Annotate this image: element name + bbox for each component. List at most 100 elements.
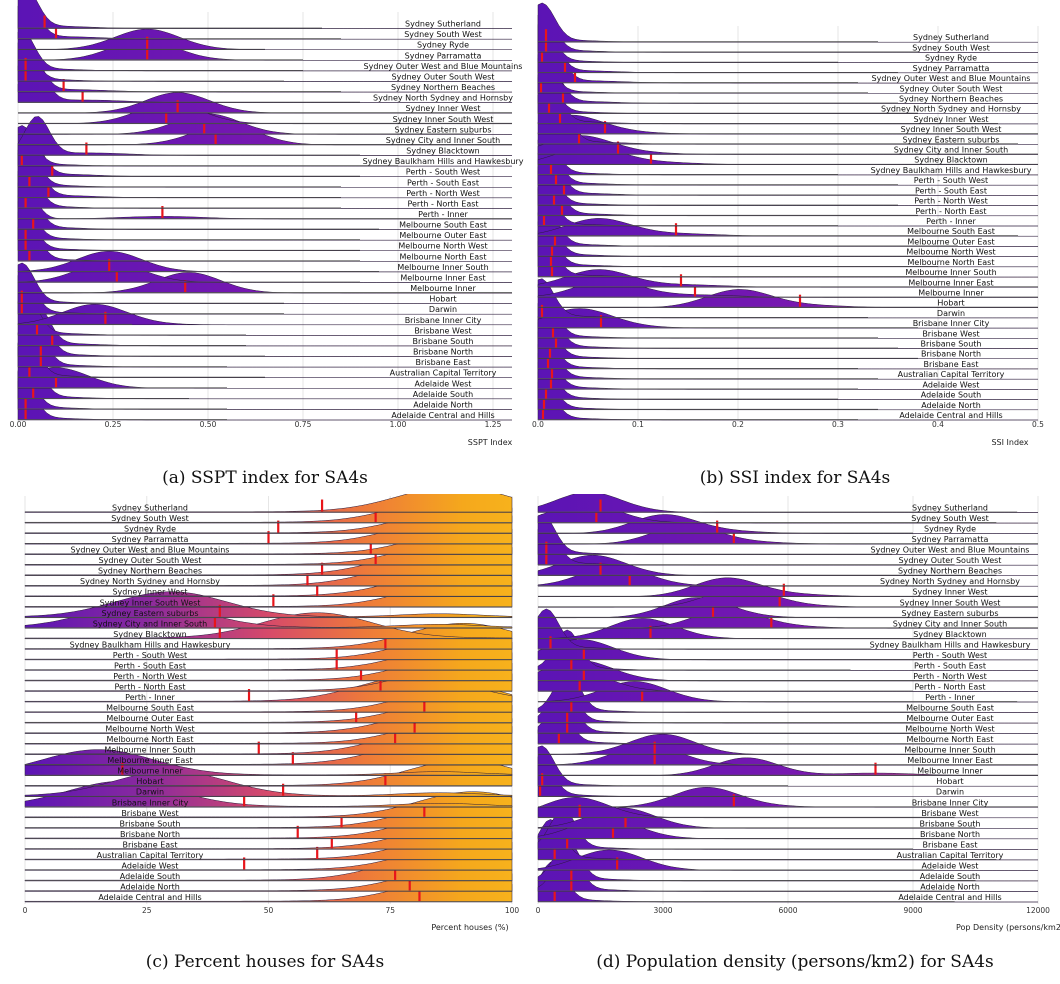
region-label: Brisbane South [920,819,981,828]
x-tick-label: 0.25 [105,420,122,429]
region-label: Adelaide South [413,390,473,399]
region-label: Perth - North East [915,207,986,216]
region-label: Melbourne Outer East [106,714,193,723]
ridge-area [17,116,513,156]
panel-c-houses: Adelaide Central and Hills Adelaide North… [0,494,530,944]
region-label: Brisbane East [923,840,978,849]
x-tick-label: 0.00 [10,420,27,429]
caption-a: (a) SSPT index for SA4s [162,468,368,488]
region-label: Sydney Inner West [913,115,988,124]
region-label: Brisbane North [921,350,981,359]
ridge-area [537,84,1039,125]
ridge-melbourne-south-east [537,218,1039,237]
x-tick-label: 0.3 [832,420,844,429]
region-label: Australian Capital Territory [897,851,1004,860]
ridge-area [537,587,1039,608]
ridge-area [17,157,513,199]
region-label: Adelaide North [413,400,473,409]
region-label: Sydney Ryde [124,525,176,534]
panel-d-density: Adelaide Central and Hills Adelaide North… [530,494,1060,944]
region-label: Darwin [936,788,964,797]
region-label: Sydney Inner West [912,588,987,597]
x-axis-title: Pop Density (persons/km2) [956,923,1060,932]
region-label: Melbourne North West [105,725,194,734]
region-label: Sydney Ryde [417,41,469,50]
x-axis-title: Percent houses (%) [431,923,508,932]
ridge-darwin [24,770,513,797]
region-label: Perth - North East [914,682,985,691]
region-label: Melbourne North West [398,242,487,251]
ridge-area [17,304,513,326]
ridge-area [537,618,1039,640]
caption-b: (b) SSI index for SA4s [699,468,891,488]
region-label: Sydney Eastern suburbs [101,609,198,618]
region-label: Hobart [937,299,964,308]
region-label: Melbourne Inner [410,284,476,293]
ridge-perth-south-west [537,639,1039,661]
x-tick-label: 100 [505,906,520,915]
region-label: Melbourne Inner South [904,746,995,755]
region-label: Sydney Outer South West [900,84,1003,93]
region-label: Melbourne North West [906,248,995,257]
ridge-area [537,639,1039,661]
region-label: Perth - North West [914,197,988,206]
ridge-area [537,840,1039,882]
ridge-area [17,326,513,368]
ridge-area [17,28,513,50]
region-label: Australian Capital Territory [390,369,497,378]
region-label: Darwin [937,309,965,318]
chart-a-svg: Adelaide Central and Hills Adelaide North… [10,0,524,447]
region-label: Brisbane South [413,337,474,346]
chart-c-svg: Adelaide Central and Hills Adelaide North… [23,494,520,932]
ridge-sydney-sutherland [24,494,513,513]
x-axis-title: SSPT Index [468,438,513,447]
region-label: Sydney Parramatta [112,535,189,544]
ridge-area [537,703,1039,745]
ridge-sydney-ryde [537,514,1039,534]
x-tick-label: 12000 [1026,906,1050,915]
panel-b-ssi: Adelaide Central and Hills Adelaide North… [530,0,1060,460]
region-label: Melbourne North East [107,735,194,744]
region-label: Australian Capital Territory [97,851,204,860]
region-label: Perth - Inner [418,210,468,219]
region-label: Brisbane East [924,360,979,369]
region-label: Brisbane West [921,809,978,818]
region-label: Adelaide West [122,861,179,870]
region-label: Sydney Baulkham Hills and Hawkesbury [870,640,1031,649]
region-label: Sydney Outer South West [899,556,1002,565]
region-label: Sydney Eastern suburbs [902,135,999,144]
region-label: Perth - Inner [125,693,175,702]
region-label: Sydney Inner South West [901,125,1002,134]
ridge-area [537,289,1039,308]
region-label: Sydney Outer West and Blue Mountains [364,62,523,71]
region-label: Brisbane South [921,340,982,349]
region-label: Adelaide Central and Hills [98,893,201,902]
region-label: Melbourne Inner South [104,746,195,755]
region-label: Sydney Sutherland [112,504,188,513]
ridge-sydney-eastern-suburbs [17,113,513,135]
ridge-area [17,0,513,29]
ridge-sydney-sutherland [17,0,513,29]
chart-d-svg: Adelaide Central and Hills Adelaide North… [536,494,1060,932]
x-tick-label: 0.4 [932,420,944,429]
region-label: Sydney Inner West [405,104,480,113]
region-label: Sydney South West [111,514,189,523]
region-label: Adelaide South [120,872,180,881]
region-label: Sydney Outer West and Blue Mountains [871,546,1030,555]
x-tick-label: 6000 [778,906,797,915]
region-label: Sydney Outer South West [392,72,495,81]
ridge-area [537,269,1039,288]
ridge-area [17,136,513,177]
region-label: Brisbane Inner City [913,319,990,328]
x-tick-label: 3000 [653,906,672,915]
ridge-area [24,770,513,797]
ridge-area [17,251,513,273]
ridge-area [24,591,513,619]
region-label: Perth - North East [407,199,478,208]
region-label: Sydney Baulkham Hills and Hawkesbury [363,157,524,166]
region-label: Sydney City and Inner South [93,619,207,628]
region-label: Melbourne South East [106,704,194,713]
region-label: Sydney Ryde [924,525,976,534]
region-label: Brisbane Inner City [405,316,482,325]
x-tick-label: 0.0 [532,420,544,429]
